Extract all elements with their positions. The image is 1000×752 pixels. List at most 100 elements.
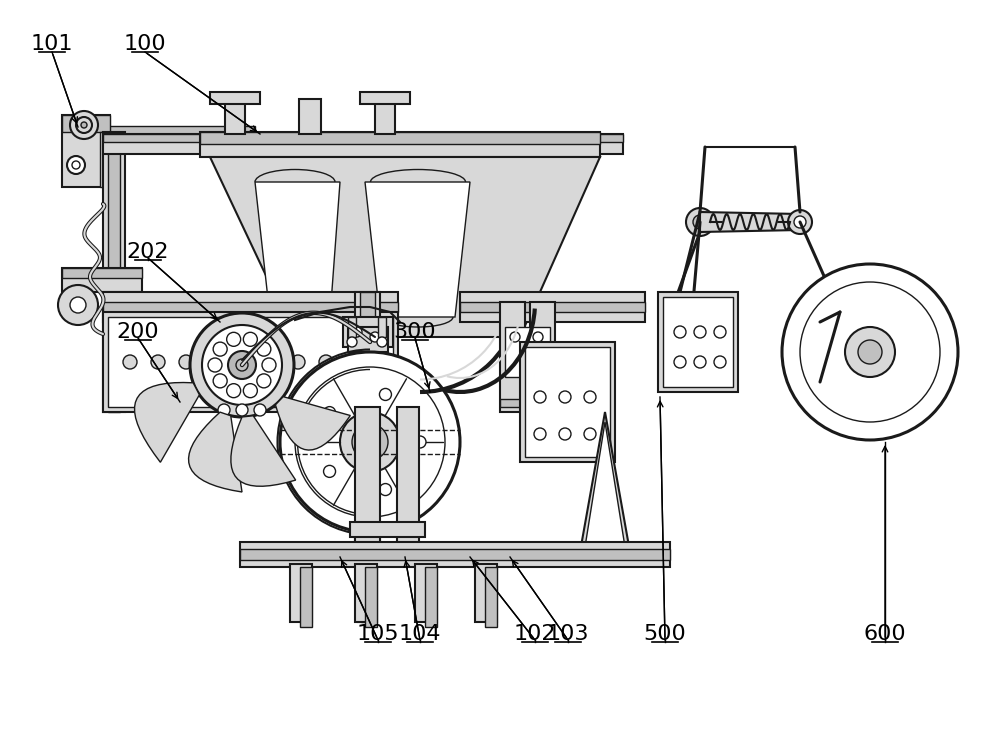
- Circle shape: [674, 326, 686, 338]
- Circle shape: [228, 351, 256, 379]
- Circle shape: [207, 355, 221, 369]
- Bar: [485, 567, 497, 627]
- Bar: [343, 317, 393, 347]
- Bar: [210, 92, 260, 104]
- Bar: [103, 302, 398, 312]
- Bar: [103, 132, 125, 412]
- Bar: [100, 126, 255, 134]
- Circle shape: [782, 264, 958, 440]
- Bar: [425, 567, 437, 627]
- Circle shape: [227, 384, 241, 398]
- Circle shape: [694, 326, 706, 338]
- Bar: [300, 567, 312, 627]
- Polygon shape: [275, 396, 350, 450]
- Circle shape: [680, 327, 700, 347]
- Circle shape: [686, 208, 714, 236]
- Bar: [62, 115, 110, 132]
- Circle shape: [360, 432, 380, 452]
- Circle shape: [830, 302, 850, 322]
- Circle shape: [319, 355, 333, 369]
- Text: 105: 105: [357, 624, 399, 644]
- Circle shape: [291, 355, 305, 369]
- Circle shape: [236, 404, 248, 416]
- Circle shape: [559, 428, 571, 440]
- Bar: [360, 92, 410, 104]
- Bar: [505, 327, 550, 377]
- Text: 200: 200: [117, 322, 159, 342]
- Circle shape: [324, 465, 336, 478]
- Text: 500: 500: [644, 624, 686, 644]
- Text: 600: 600: [864, 624, 906, 644]
- Circle shape: [254, 404, 266, 416]
- Circle shape: [190, 313, 294, 417]
- Bar: [500, 399, 555, 407]
- Circle shape: [179, 355, 193, 369]
- Circle shape: [714, 326, 726, 338]
- Circle shape: [414, 436, 426, 448]
- Bar: [520, 342, 615, 462]
- Circle shape: [714, 356, 726, 368]
- Bar: [108, 317, 393, 407]
- Text: 104: 104: [399, 624, 441, 644]
- Circle shape: [510, 332, 520, 342]
- Circle shape: [81, 122, 87, 128]
- Circle shape: [347, 355, 361, 369]
- Circle shape: [533, 332, 543, 342]
- Bar: [62, 115, 110, 187]
- Text: 101: 101: [31, 34, 73, 54]
- Circle shape: [800, 282, 940, 422]
- Circle shape: [370, 332, 380, 342]
- Bar: [525, 347, 610, 457]
- Bar: [350, 522, 425, 537]
- Bar: [290, 564, 312, 622]
- Circle shape: [534, 391, 546, 403]
- Bar: [658, 292, 738, 392]
- Bar: [355, 407, 380, 562]
- Bar: [460, 292, 645, 322]
- Circle shape: [67, 156, 85, 174]
- Text: 102: 102: [514, 624, 556, 644]
- Circle shape: [693, 215, 707, 229]
- Polygon shape: [585, 422, 625, 547]
- Circle shape: [263, 355, 277, 369]
- Circle shape: [559, 391, 571, 403]
- Polygon shape: [255, 182, 340, 317]
- Bar: [103, 134, 623, 154]
- Bar: [415, 564, 437, 622]
- Circle shape: [208, 358, 222, 372]
- Polygon shape: [365, 182, 470, 317]
- Bar: [348, 327, 388, 352]
- Circle shape: [584, 391, 596, 403]
- Bar: [500, 302, 525, 412]
- Bar: [348, 317, 356, 337]
- Bar: [358, 557, 377, 622]
- Circle shape: [218, 404, 230, 416]
- Circle shape: [213, 374, 227, 388]
- Bar: [365, 567, 377, 627]
- Circle shape: [58, 285, 98, 325]
- Bar: [361, 557, 374, 622]
- Bar: [200, 132, 600, 144]
- Circle shape: [243, 384, 257, 398]
- Circle shape: [788, 210, 812, 234]
- Bar: [475, 564, 497, 622]
- Circle shape: [352, 424, 388, 460]
- Bar: [375, 99, 395, 134]
- Bar: [108, 132, 120, 412]
- Polygon shape: [189, 412, 242, 492]
- Bar: [355, 292, 380, 562]
- Circle shape: [295, 367, 445, 517]
- Bar: [240, 549, 670, 560]
- Circle shape: [262, 358, 276, 372]
- Bar: [103, 292, 398, 322]
- Circle shape: [227, 332, 241, 347]
- Bar: [100, 134, 255, 152]
- Bar: [360, 292, 375, 562]
- Circle shape: [674, 356, 686, 368]
- Bar: [100, 132, 110, 187]
- Bar: [378, 317, 386, 337]
- Circle shape: [257, 374, 271, 388]
- Bar: [299, 99, 321, 134]
- Circle shape: [584, 428, 596, 440]
- Circle shape: [151, 355, 165, 369]
